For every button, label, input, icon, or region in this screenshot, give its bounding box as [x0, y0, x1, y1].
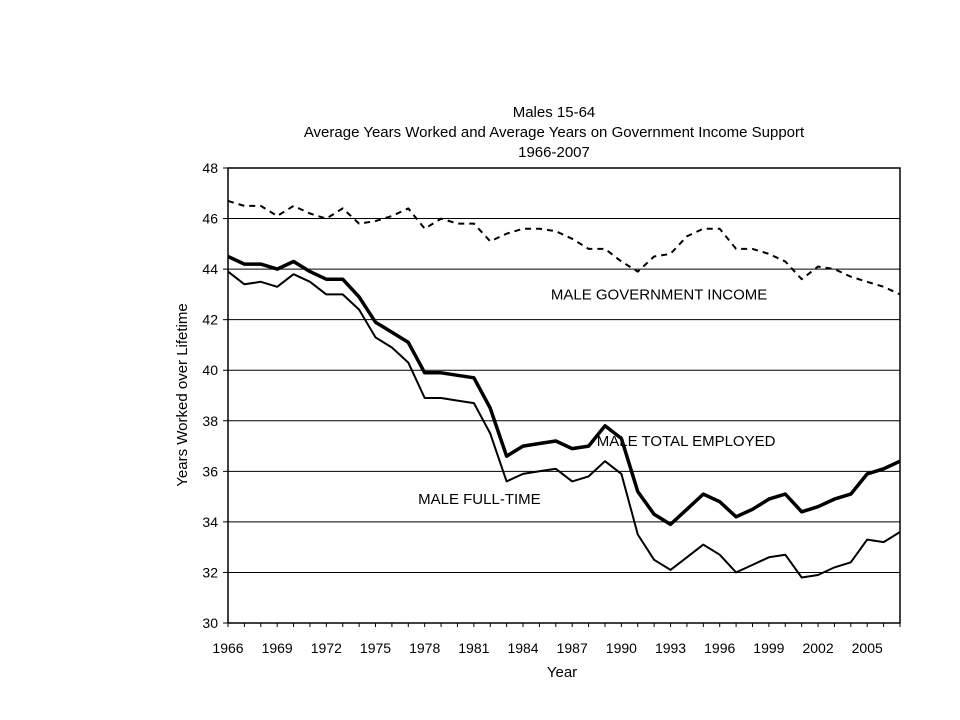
x-tick-label: 1966	[212, 640, 243, 656]
y-tick-label: 30	[202, 615, 218, 631]
y-tick-label: 46	[202, 211, 218, 227]
series-line-0	[227, 199, 901, 296]
x-tick-label: 1987	[557, 640, 588, 656]
x-tick-label: 1969	[262, 640, 293, 656]
series-label-2: MALE FULL-TIME	[418, 491, 541, 508]
x-tick-label: 1978	[409, 640, 440, 656]
plot-area-frame	[227, 167, 901, 624]
series-lines	[227, 199, 901, 579]
x-tick-label: 1990	[606, 640, 637, 656]
x-tick-label: 1999	[753, 640, 784, 656]
y-tick-label: 32	[202, 564, 218, 580]
y-axis-label: Years Worked over Lifetime	[174, 303, 191, 486]
x-tick-label: 1984	[507, 640, 538, 656]
x-tick-label: 1981	[458, 640, 489, 656]
x-tick-label: 2002	[802, 640, 833, 656]
x-tick-label: 1975	[360, 640, 391, 656]
x-tick-label: 1993	[655, 640, 686, 656]
chart-title: Males 15-64 Average Years Worked and Ave…	[304, 104, 805, 161]
title-line-3: 1966-2007	[518, 144, 590, 161]
series-line-1	[227, 254, 901, 527]
y-axis-ticks: 30 32 34 36 38 40 42 44 46 48	[202, 160, 228, 631]
series-label-1: MALE TOTAL EMPLOYED	[597, 433, 776, 450]
y-tick-label: 48	[202, 160, 218, 176]
y-tick-label: 42	[202, 312, 218, 328]
x-axis-ticks: 1966 1969 1972 1975 1978 1981 1984 1987 1990 1993…	[212, 623, 901, 656]
y-tick-label: 40	[202, 362, 218, 378]
title-line-2: Average Years Worked and Average Years o…	[304, 124, 805, 141]
y-tick-label: 44	[202, 261, 218, 277]
y-tick-label: 38	[202, 413, 218, 429]
gridlines	[228, 218, 900, 573]
series-label-0: MALE GOVERNMENT INCOME	[551, 286, 767, 303]
y-tick-label: 36	[202, 463, 218, 479]
x-tick-label: 2005	[852, 640, 883, 656]
y-tick-label: 34	[202, 514, 218, 530]
title-line-1: Males 15-64	[513, 104, 596, 121]
x-tick-label: 1996	[704, 640, 735, 656]
x-axis-label: Year	[547, 664, 577, 681]
series-line-2	[227, 270, 901, 579]
x-tick-label: 1972	[311, 640, 342, 656]
series-labels: MALE GOVERNMENT INCOME MALE TOTAL EMPLOYE…	[418, 286, 775, 508]
